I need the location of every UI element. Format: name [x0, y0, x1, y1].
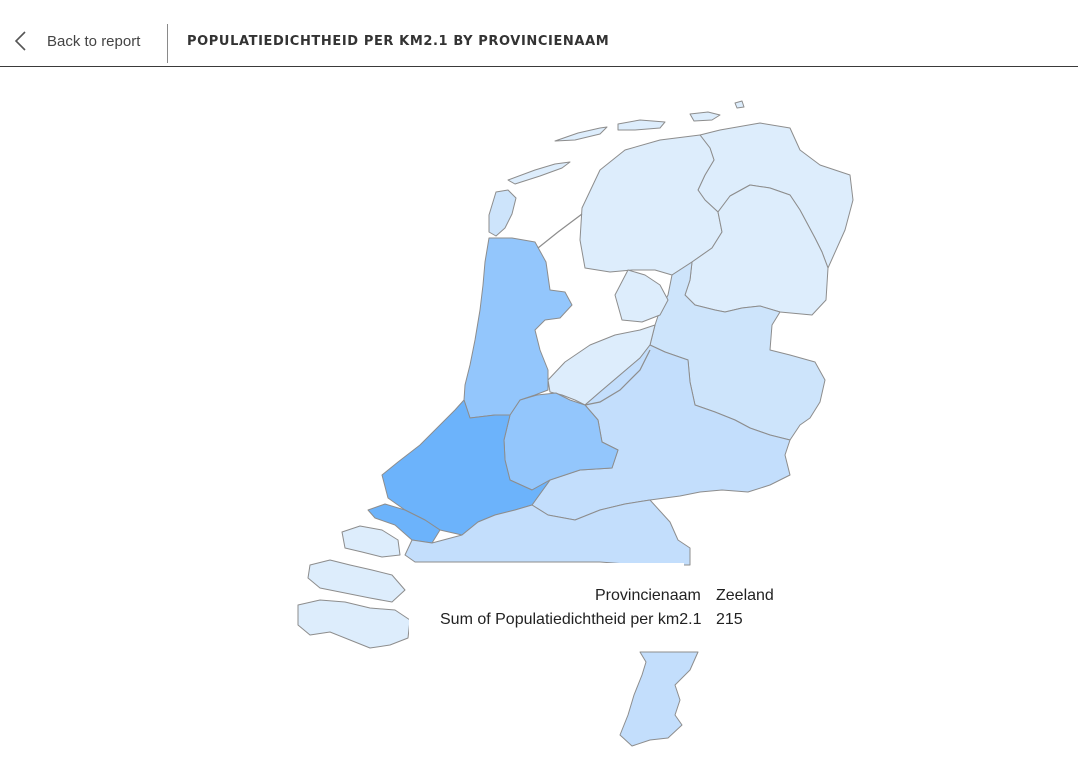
page-title: POPULATIEDICHTHEID PER KM2.1 BY PROVINCI… — [187, 34, 610, 49]
back-to-report-label: Back to report — [47, 33, 141, 50]
tooltip-key-measure: Sum of Populatiedichtheid per km2.1 — [440, 611, 702, 628]
province-map — [297, 100, 854, 747]
back-to-report-button[interactable]: Back to report — [0, 0, 166, 66]
afsluitdijk-line — [537, 213, 583, 249]
island-ameland[interactable] — [617, 119, 666, 131]
province-limburg[interactable] — [619, 651, 699, 747]
island-vlieland[interactable] — [507, 161, 571, 185]
header-divider — [167, 24, 168, 63]
island-rottumeroog[interactable] — [734, 100, 745, 109]
tooltip-key-province: Provincienaam — [595, 587, 701, 604]
province-flevoland-noordoostpolder[interactable] — [614, 269, 669, 323]
island-terschelling[interactable] — [554, 126, 608, 142]
map-tooltip: Provincienaam Zeeland Sum of Populatiedi… — [409, 563, 774, 651]
island-texel[interactable] — [488, 189, 517, 237]
page-header: Back to report POPULATIEDICHTHEID PER KM… — [0, 0, 1078, 67]
province-zeeland[interactable] — [297, 525, 411, 649]
province-friesland[interactable] — [579, 134, 723, 276]
province-noord-holland[interactable] — [463, 237, 573, 419]
province-zuid-holland-goeree[interactable] — [367, 503, 441, 544]
province-noord-brabant[interactable] — [404, 499, 691, 566]
island-schiermonnikoog[interactable] — [689, 111, 721, 122]
tooltip-value-measure: 215 — [716, 611, 743, 628]
wadden-islands — [488, 100, 745, 237]
chevron-left-icon — [14, 31, 26, 51]
ijssel-river-line — [584, 349, 651, 406]
tooltip-value-province: Zeeland — [716, 587, 774, 604]
